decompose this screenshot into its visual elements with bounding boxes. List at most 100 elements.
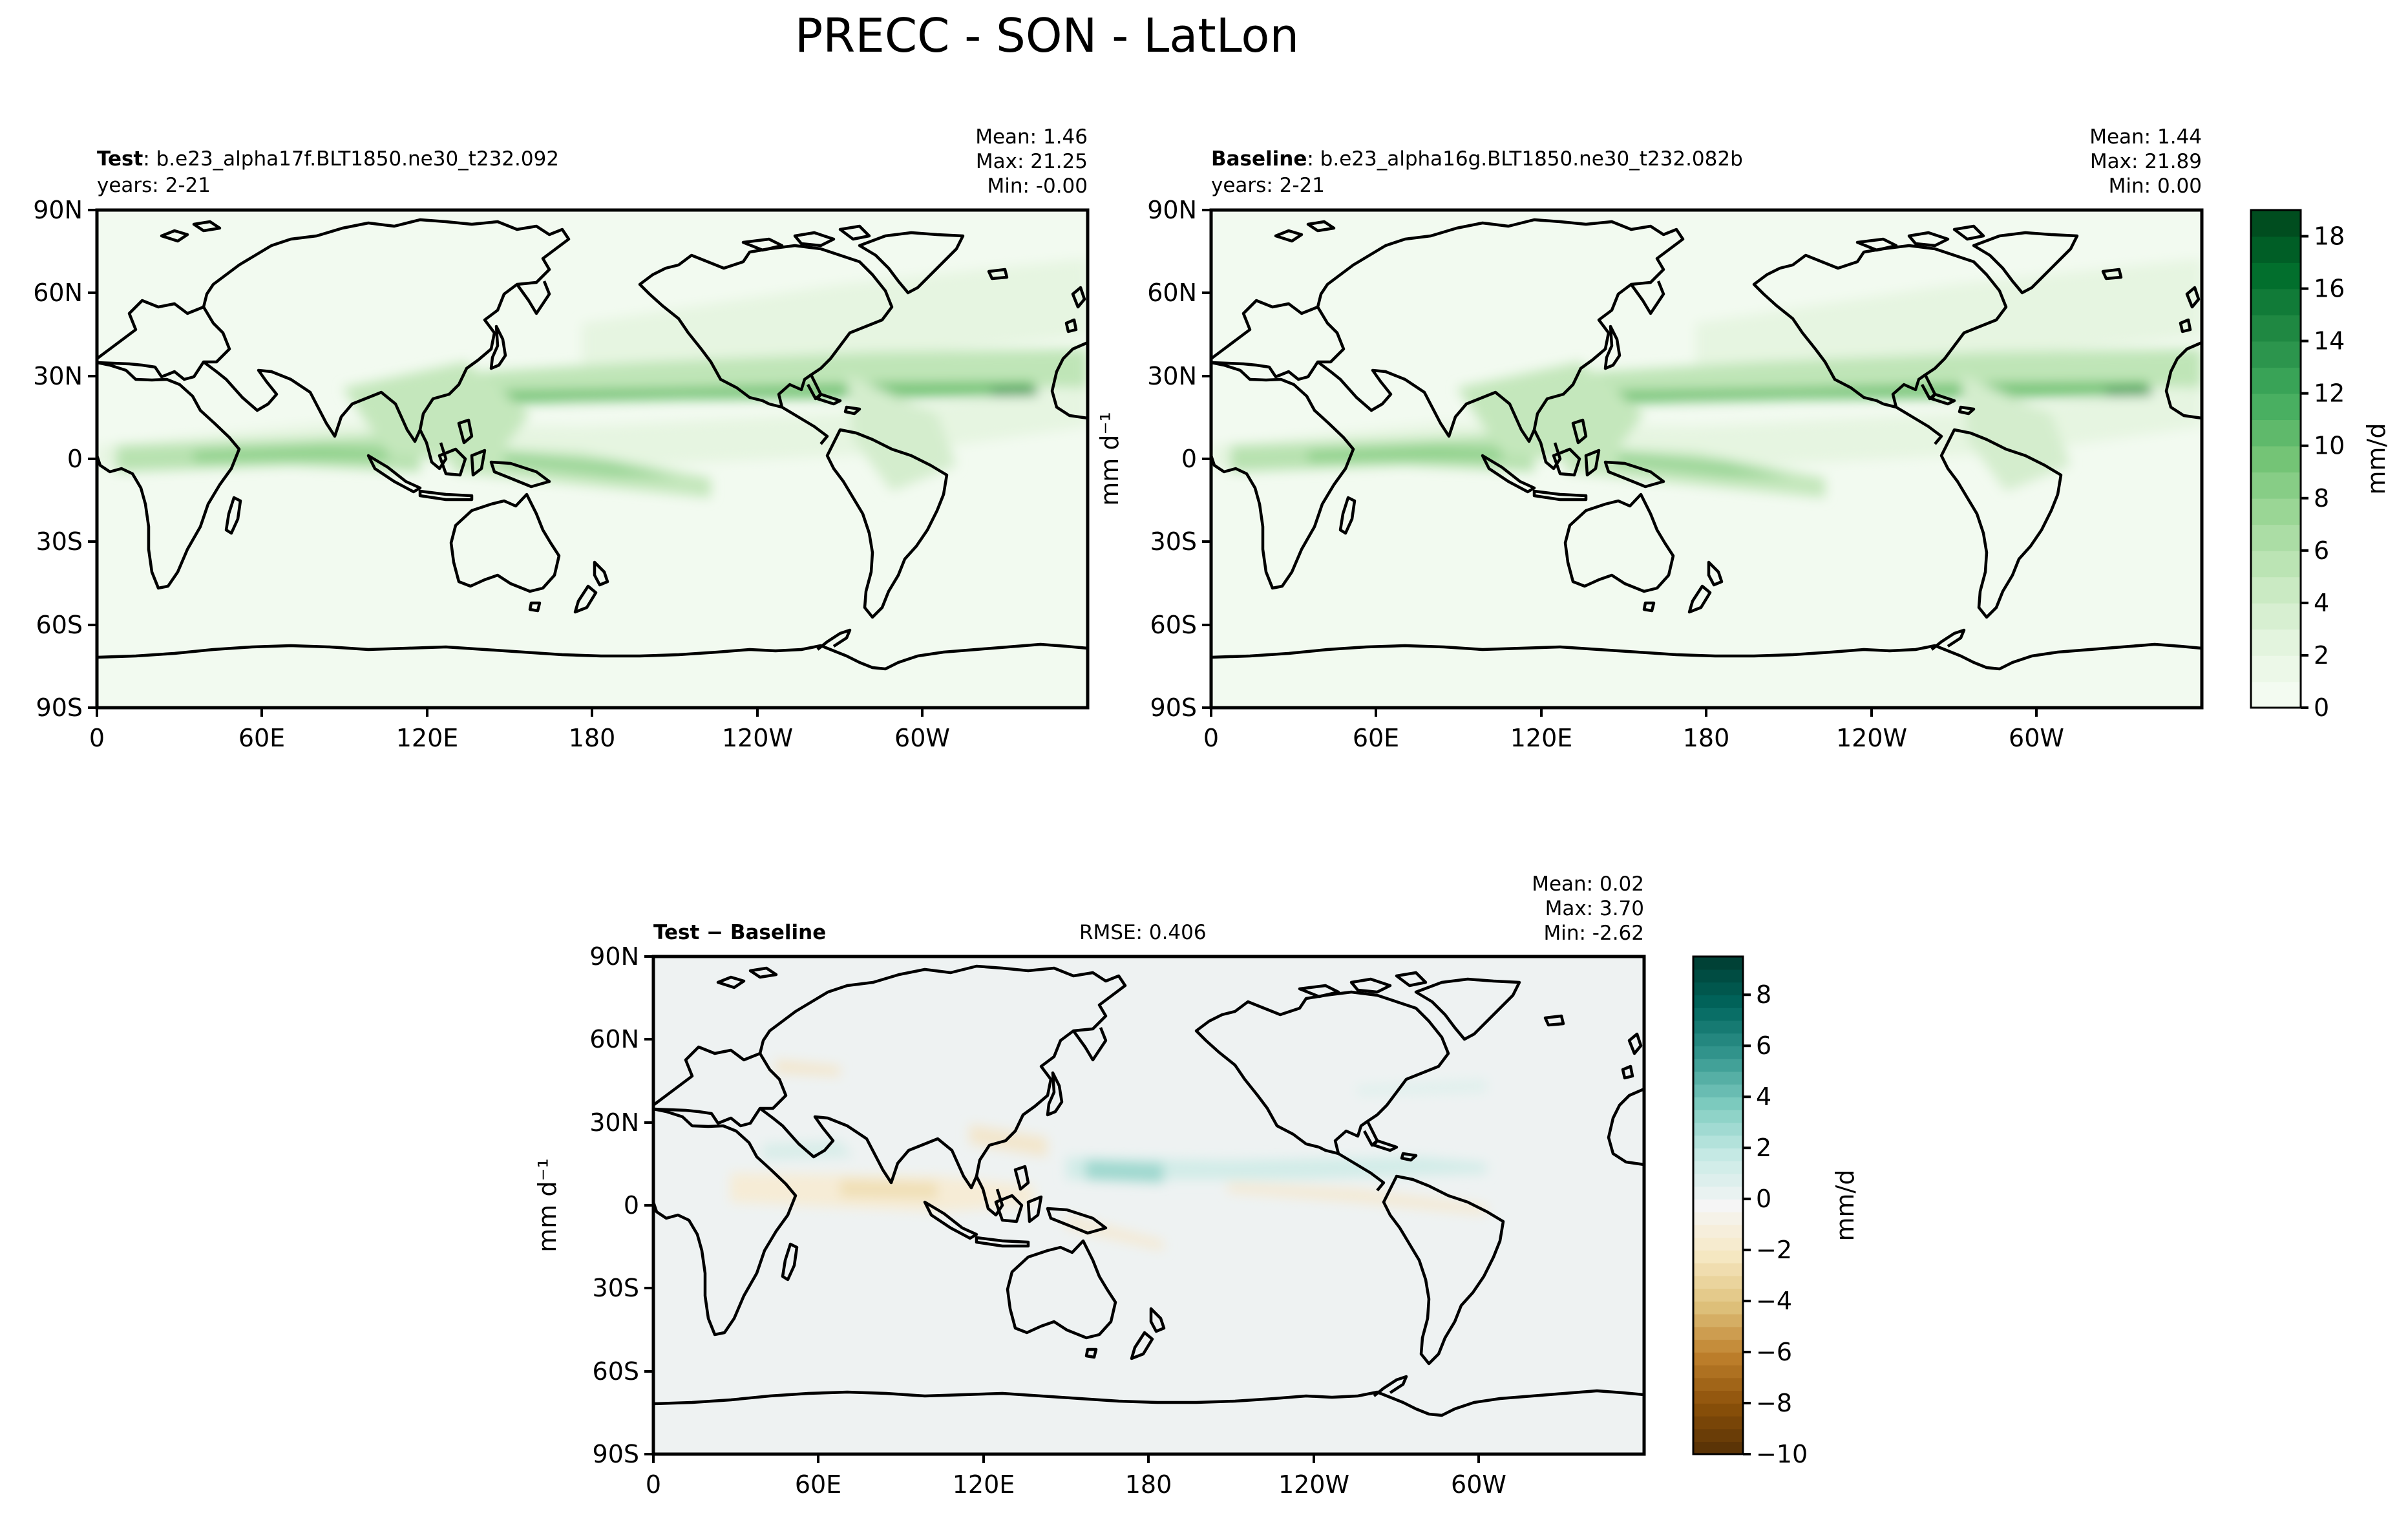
precip-colorbar-tick-label: 18 (2314, 222, 2345, 251)
diff-mean: Mean: 0.02 (1532, 872, 1644, 896)
baseline-lon-tick: 120E (1510, 724, 1573, 752)
precip-colorbar-band (2251, 341, 2301, 368)
diff-colorbar-band (1693, 1339, 1743, 1353)
baseline-years: years: 2-21 (1211, 174, 1325, 197)
diff-colorbar-tick-label: −4 (1756, 1287, 1792, 1315)
precip-colorbar-band (2251, 288, 2301, 315)
diff-ylabel: mm d⁻¹ (533, 1158, 562, 1252)
diff-colorbar-band (1693, 1262, 1743, 1276)
precip-colorbar-band (2251, 210, 2301, 237)
diff-lat-tick: 30N (589, 1108, 639, 1137)
diff-colorbar-band (1693, 1173, 1743, 1187)
baseline-min: Min: 0.00 (2109, 174, 2202, 198)
diff-colorbar-band (1693, 1046, 1743, 1059)
diff-colorbar-band (1693, 1160, 1743, 1174)
precip-colorbar-tick-label: 6 (2314, 536, 2329, 565)
diff-colorbar-label: mm/d (1831, 1170, 1859, 1242)
diff-colorbar-band (1693, 1390, 1743, 1404)
test-years: years: 2-21 (97, 174, 211, 197)
baseline-lat-tick: 30N (1147, 362, 1197, 390)
baseline-lat-tick: 90S (1150, 693, 1197, 722)
baseline-lat-tick: 30S (1150, 527, 1197, 556)
baseline-lon-tick: 120W (1836, 724, 1907, 752)
diff-colorbar-band (1693, 1122, 1743, 1136)
baseline-lat-tick: 60S (1150, 611, 1197, 639)
diff-colorbar-tick-label: 4 (1756, 1083, 1771, 1111)
diff-colorbar-tick-label: 6 (1756, 1031, 1771, 1060)
diff-lat-tick: 0 (624, 1191, 639, 1220)
test-mean: Mean: 1.46 (975, 125, 1088, 149)
diff-colorbar-band (1693, 1377, 1743, 1391)
diff-colorbar-band (1693, 1403, 1743, 1417)
diff-min: Min: -2.62 (1543, 922, 1644, 945)
diff-colorbar-band (1693, 969, 1743, 983)
precip-colorbar-tick-label: 8 (2314, 484, 2329, 513)
diff-colorbar-band (1693, 1250, 1743, 1263)
test-lon-tick: 180 (569, 724, 616, 752)
diff-colorbar-band (1693, 1224, 1743, 1238)
diff-lon-tick: 60E (795, 1470, 841, 1499)
diff-colorbar-band (1693, 1288, 1743, 1302)
precip-colorbar-band (2251, 315, 2301, 342)
precip-colorbar-band (2251, 524, 2301, 551)
test-max: Max: 21.25 (976, 150, 1088, 173)
precip-colorbar-band (2251, 262, 2301, 290)
diff-panel-label: Test − Baseline (653, 921, 826, 944)
precip-colorbar-band (2251, 393, 2301, 421)
baseline-panel: Baseline: b.e23_alpha16g.BLT1850.ne30_t2… (1095, 125, 2204, 752)
baseline-lat-tick: 0 (1181, 445, 1197, 473)
diff-map-field (653, 957, 1644, 1454)
precip-colorbar-band (2251, 419, 2301, 447)
diff-colorbar-tick-label: −2 (1756, 1236, 1792, 1264)
diff-colorbar-band (1693, 1364, 1743, 1379)
baseline-lat-tick: 60N (1147, 279, 1197, 307)
diff-lon-tick: 0 (646, 1470, 661, 1499)
test-lat-tick: 30N (33, 362, 83, 390)
test-lat-tick: 0 (67, 445, 83, 473)
diff-colorbar-band (1693, 1301, 1743, 1315)
diff-colorbar-band (1693, 1007, 1743, 1021)
precip-colorbar-tick-label: 10 (2314, 432, 2345, 460)
test-min: Min: -0.00 (987, 174, 1088, 198)
diff-colorbar-band (1693, 1109, 1743, 1123)
baseline-lat-tick: 90N (1147, 196, 1197, 224)
diff-colorbar-band (1693, 1441, 1743, 1455)
diff-colorbar-band (1693, 1415, 1743, 1430)
diff-panel: Test − Baseline RMSE: 0.406 Mean: 0.02 M… (533, 872, 1646, 1499)
test-lon-tick: 60W (894, 724, 950, 752)
baseline-lon-tick: 180 (1683, 724, 1730, 752)
precip-colorbar-tick-label: 4 (2314, 589, 2329, 617)
diff-colorbar-band (1693, 982, 1743, 996)
diff-colorbar-band (1693, 1033, 1743, 1047)
figure-title: PRECC - SON - LatLon (795, 8, 1299, 63)
precip-colorbar: 0 2 4 6 8 10 12 14 16 18 mm/d (2250, 209, 2391, 722)
diff-colorbar-band (1693, 1186, 1743, 1200)
diff-lat-tick: 90N (589, 942, 639, 971)
diff-colorbar-band (1693, 1326, 1743, 1340)
diff-lat-tick: 90S (593, 1440, 639, 1468)
diff-colorbar-band (1693, 1020, 1743, 1034)
baseline-ylabel: mm d⁻¹ (1095, 412, 1124, 506)
diff-lat-tick: 30S (593, 1274, 639, 1302)
diff-colorbar-tick-label: 0 (1756, 1185, 1771, 1213)
diff-colorbar-band (1693, 1211, 1743, 1225)
precip-colorbar-tick-label: 12 (2314, 379, 2345, 408)
diff-colorbar-band (1693, 1071, 1743, 1085)
precip-colorbar-band (2251, 236, 2301, 263)
diff-colorbar-band (1693, 1352, 1743, 1366)
precip-colorbar-tick-label: 16 (2314, 275, 2345, 303)
test-lat-tick: 90N (33, 196, 83, 224)
diff-colorbar-band (1693, 1237, 1743, 1251)
diff-colorbar-band (1693, 1097, 1743, 1110)
precip-colorbar-tick-label: 0 (2314, 693, 2329, 722)
test-lat-tick: 60N (33, 279, 83, 307)
test-lon-tick: 120W (722, 724, 793, 752)
diff-colorbar-band (1693, 1058, 1743, 1072)
diff-colorbar-tick-label: −6 (1756, 1338, 1792, 1366)
diff-rmse: RMSE: 0.406 (1079, 921, 1207, 944)
diff-colorbar-band (1693, 1084, 1743, 1097)
precip-colorbar-band (2251, 445, 2301, 473)
precip-colorbar-tick-label: 14 (2314, 327, 2345, 355)
baseline-lon-tick: 60W (2009, 724, 2064, 752)
